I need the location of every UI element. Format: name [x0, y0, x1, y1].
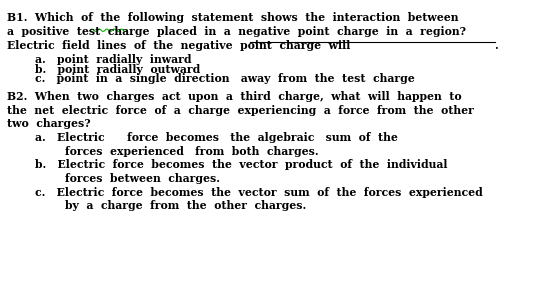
Text: b.   point  radially  outward: b. point radially outward — [35, 64, 200, 75]
Text: a.   Electric      force  becomes   the  algebraic   sum  of  the: a. Electric force becomes the algebraic … — [35, 132, 398, 143]
Text: two  charges?: two charges? — [7, 118, 91, 129]
Text: a.   point  radially  inward: a. point radially inward — [35, 54, 191, 65]
Text: B2.  When  two  charges  act  upon  a  third  charge,  what  will  happen  to: B2. When two charges act upon a third ch… — [7, 91, 461, 102]
Text: the  net  electric  force  of  a  charge  experiencing  a  force  from  the  oth: the net electric force of a charge exper… — [7, 105, 474, 116]
Text: b.   Electric  force  becomes  the  vector  product  of  the  individual: b. Electric force becomes the vector pro… — [35, 160, 447, 170]
Text: B1.  Which  of  the  following  statement  shows  the  interaction  between: B1. Which of the following statement sho… — [7, 12, 459, 23]
Text: by  a  charge  from  the  other  charges.: by a charge from the other charges. — [35, 200, 306, 211]
Text: forces  experienced   from  both  charges.: forces experienced from both charges. — [35, 146, 319, 157]
Text: forces  between  charges.: forces between charges. — [35, 173, 220, 184]
Text: c.   point  in  a  single  direction   away  from  the  test  charge: c. point in a single direction away from… — [35, 73, 414, 84]
Text: Electric  field  lines  of  the  negative  point  charge  will: Electric field lines of the negative poi… — [7, 40, 351, 51]
Text: .: . — [495, 40, 498, 51]
Text: c.   Electric  force  becomes  the  vector  sum  of  the  forces  experienced: c. Electric force becomes the vector sum… — [35, 187, 483, 198]
Text: a  positive  test  charge  placed  in  a  negative  point  charge  in  a  region: a positive test charge placed in a negat… — [7, 26, 466, 37]
